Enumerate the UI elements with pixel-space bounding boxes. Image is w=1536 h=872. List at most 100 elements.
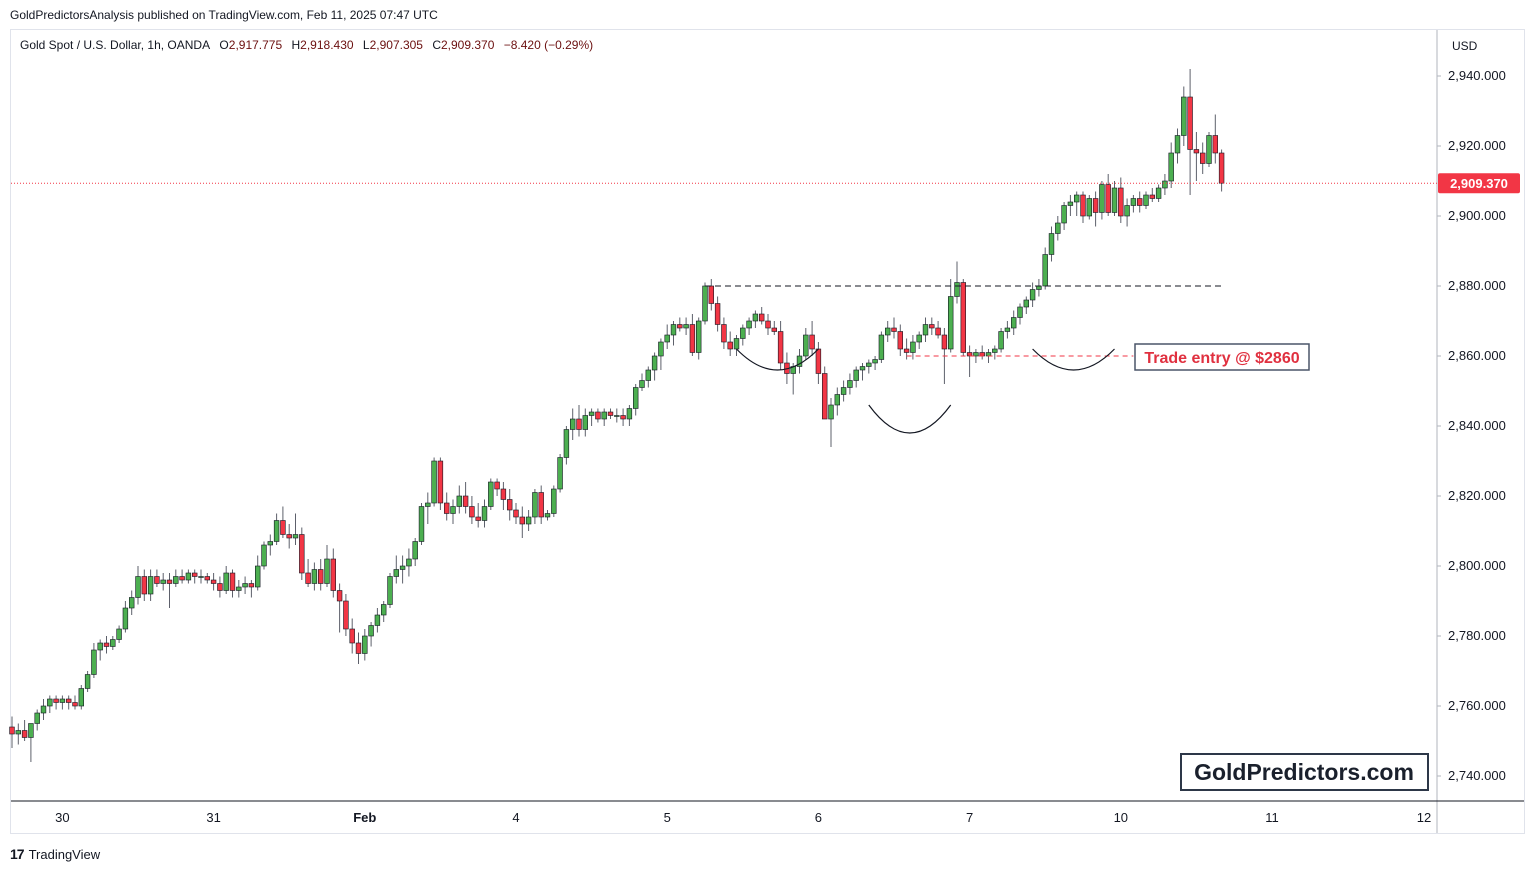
candle-body-up xyxy=(399,565,406,570)
candle-body-up xyxy=(1048,233,1055,255)
candle-body-up xyxy=(97,642,103,651)
candle xyxy=(406,548,412,577)
candle xyxy=(746,317,752,335)
candle-body-up xyxy=(947,296,954,350)
candle xyxy=(9,716,15,748)
candle xyxy=(1055,216,1061,241)
time-tick-label: 4 xyxy=(512,810,519,825)
price-tick-label: 2,780.000 xyxy=(1448,628,1506,643)
candle-body-down xyxy=(72,702,78,707)
candle-body-up xyxy=(695,320,702,353)
pattern-arcs xyxy=(736,348,1115,434)
candle-body-up xyxy=(664,334,670,343)
trade-entry-callout[interactable]: Trade entry @ $2860 xyxy=(1134,343,1310,371)
price-axis-ticks[interactable]: 2,940.000 2,920.000 2,900.000 2,880.000 2,86… xyxy=(1437,68,1506,783)
candle xyxy=(1124,198,1130,227)
candle-body-down xyxy=(1137,198,1143,206)
candle-body-up xyxy=(1074,194,1080,203)
candle-body-up xyxy=(160,579,166,584)
candle-body-up xyxy=(198,576,204,578)
candle-body-up xyxy=(670,324,677,336)
candle xyxy=(752,310,759,328)
candle xyxy=(632,384,639,416)
candle-body-down xyxy=(815,348,822,374)
candle xyxy=(601,408,607,426)
candle-body-up xyxy=(992,348,998,353)
candle-body-down xyxy=(166,579,173,584)
candle xyxy=(809,321,815,356)
candle-body-up xyxy=(185,572,192,581)
candle xyxy=(374,608,381,633)
candle-body-up xyxy=(1155,187,1162,199)
candle-body-up xyxy=(292,534,299,539)
candle xyxy=(551,485,557,517)
candle-body-up xyxy=(866,362,872,367)
candle-body-up xyxy=(740,327,746,339)
candle-body-down xyxy=(280,520,286,535)
candle-body-up xyxy=(1055,222,1061,234)
candle-body-down xyxy=(538,492,544,518)
candle xyxy=(1048,226,1055,262)
candle xyxy=(450,499,456,524)
candle xyxy=(771,321,778,335)
watermark-box: GoldPredictors.com xyxy=(1180,753,1429,791)
candle xyxy=(59,695,66,710)
candle xyxy=(1130,195,1137,213)
candle-body-down xyxy=(777,331,784,364)
candle-body-down xyxy=(941,334,948,350)
candle-body-down xyxy=(771,327,778,332)
candle-body-down xyxy=(620,415,626,420)
candle xyxy=(796,349,803,374)
candle xyxy=(147,569,154,601)
candle xyxy=(519,506,526,538)
candle xyxy=(998,328,1004,353)
candle-body-up xyxy=(733,338,740,350)
candle xyxy=(765,314,771,335)
tradingview-footer[interactable]: 17 TradingView xyxy=(10,846,100,862)
candle-body-up xyxy=(834,394,841,406)
candle xyxy=(582,408,589,437)
candle-body-up xyxy=(847,380,853,388)
candle xyxy=(966,345,973,377)
candle xyxy=(847,373,853,395)
candle-body-down xyxy=(154,576,160,584)
candle-body-up xyxy=(362,635,368,654)
candle-body-down xyxy=(721,324,727,343)
candle-body-up xyxy=(368,625,374,637)
candle xyxy=(387,573,393,608)
candle xyxy=(834,387,841,416)
candle-body-down xyxy=(192,572,198,577)
candle xyxy=(910,335,916,360)
candle-body-down xyxy=(513,509,519,518)
candle-body-down xyxy=(519,516,526,525)
candle xyxy=(588,408,595,426)
time-axis-ticks[interactable]: 30 31 Feb 4 5 6 7 10 11 12 xyxy=(55,810,1431,825)
candle-body-up xyxy=(1130,198,1137,206)
candle-body-down xyxy=(1118,187,1124,217)
candle-body-up xyxy=(582,415,589,430)
candle-body-up xyxy=(324,558,330,584)
candle-body-down xyxy=(286,534,292,539)
candle xyxy=(311,562,318,591)
candle-body-down xyxy=(929,324,935,329)
candle xyxy=(456,485,462,514)
candle xyxy=(40,699,47,720)
candle xyxy=(1029,282,1036,307)
candle-body-up xyxy=(456,495,462,507)
candle xyxy=(1004,321,1011,339)
candle-body-up xyxy=(973,352,979,357)
candle-body-up xyxy=(884,327,891,336)
candle-body-up xyxy=(78,688,85,707)
last-price-label: 2,909.370 xyxy=(1450,176,1508,191)
symbol-name[interactable]: Gold Spot / U.S. Dollar, 1h, OANDA xyxy=(20,38,211,52)
candle xyxy=(878,331,885,363)
watermark-text: GoldPredictors.com xyxy=(1194,759,1414,785)
candle xyxy=(1099,181,1105,220)
price-tick-label: 2,860.000 xyxy=(1448,348,1506,363)
candle xyxy=(607,408,614,419)
candle xyxy=(1218,149,1225,192)
candle xyxy=(154,569,160,587)
currency-label[interactable]: USD xyxy=(1452,39,1478,53)
candle xyxy=(198,569,204,584)
